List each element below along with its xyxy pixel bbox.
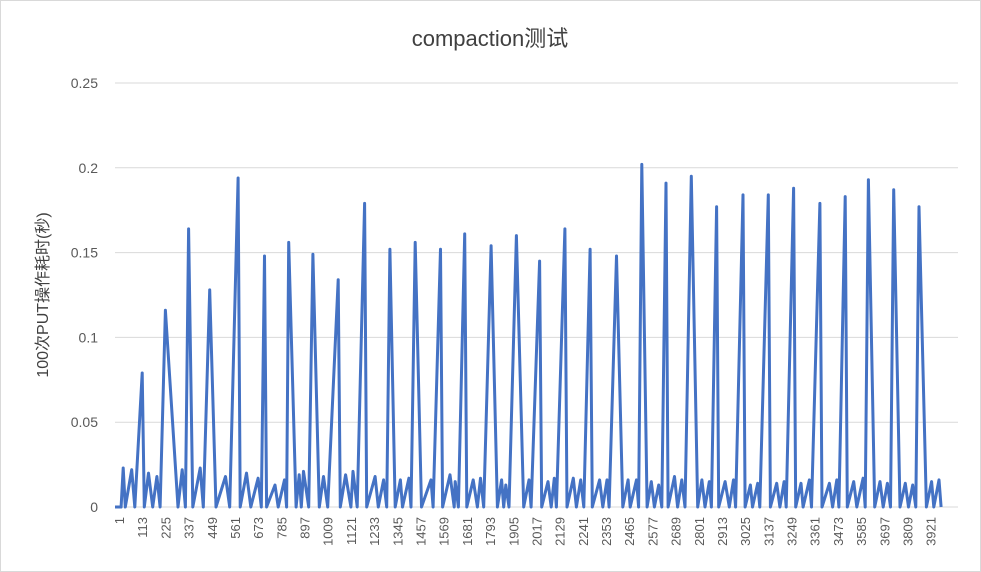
x-tick-label: 3697: [877, 517, 892, 546]
x-tick-label: 3585: [854, 517, 869, 546]
x-tick-label: 1: [112, 517, 127, 524]
y-tick-label: 0.25: [71, 75, 98, 91]
x-tick-label: 3361: [808, 517, 823, 546]
x-tick-label: 3473: [831, 517, 846, 546]
x-tick-label: 3137: [761, 517, 776, 546]
y-axis-label: 100次PUT操作耗时(秒): [34, 212, 52, 377]
x-tick-label: 2801: [692, 517, 707, 546]
x-tick-label: 2129: [553, 517, 568, 546]
x-tick-label: 449: [205, 517, 220, 539]
series-line-0: [115, 162, 943, 509]
x-tick-label: 3921: [924, 517, 939, 546]
x-tick-label: 1345: [390, 517, 405, 546]
y-tick-label: 0: [90, 499, 98, 515]
x-tick-label: 2465: [622, 517, 637, 546]
x-tick-label: 1121: [344, 517, 359, 545]
x-tick-label: 2017: [529, 517, 544, 546]
x-tick-label: 3249: [785, 517, 800, 546]
x-tick-label: 3025: [738, 517, 753, 546]
x-tick-label: 1681: [460, 517, 475, 546]
x-tick-label: 1457: [413, 517, 428, 546]
x-tick-label: 3809: [901, 517, 916, 546]
x-tick-label: 2577: [645, 517, 660, 546]
x-tick-label: 897: [298, 517, 313, 539]
x-tick-label: 561: [228, 517, 243, 539]
y-tick-label: 0.15: [71, 245, 98, 261]
x-tick-label: 2913: [715, 517, 730, 546]
x-tick-label: 2353: [599, 517, 614, 546]
x-tick-label: 113: [135, 517, 150, 538]
x-tick-label: 1569: [437, 517, 452, 546]
x-tick-label: 785: [274, 517, 289, 539]
series-group: [115, 162, 943, 509]
y-tick-labels: 0 0.05 0.1 0.15 0.2 0.25: [71, 75, 98, 515]
x-tick-label: 1009: [321, 517, 336, 546]
gridlines: [115, 82, 958, 508]
x-tick-label: 1233: [367, 517, 382, 546]
chart-title: compaction测试: [412, 26, 569, 51]
x-tick-label: 2241: [576, 517, 591, 546]
x-tick-label: 225: [158, 517, 173, 539]
x-tick-label: 1905: [506, 517, 521, 546]
x-tick-labels: 1 113 225 337 449 561 673 785 897 1009 1121 1233 134…: [112, 517, 939, 546]
y-tick-label: 0.1: [79, 329, 99, 345]
x-tick-label: 337: [182, 517, 197, 539]
y-tick-label: 0.05: [71, 414, 98, 430]
y-tick-label: 0.2: [79, 160, 99, 176]
x-tick-label: 673: [251, 517, 266, 539]
x-tick-label: 2689: [669, 517, 684, 546]
x-tick-label: 1793: [483, 517, 498, 546]
